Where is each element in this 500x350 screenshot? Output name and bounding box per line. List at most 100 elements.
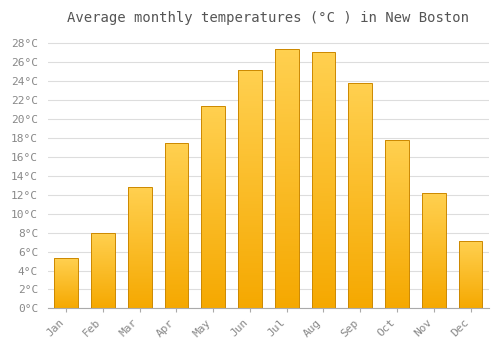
- Bar: [128, 202, 152, 203]
- Bar: [164, 292, 188, 294]
- Bar: [128, 189, 152, 191]
- Bar: [202, 300, 225, 302]
- Bar: [164, 219, 188, 221]
- Bar: [275, 96, 298, 99]
- Bar: [312, 168, 336, 170]
- Bar: [164, 214, 188, 216]
- Bar: [164, 234, 188, 236]
- Bar: [348, 297, 372, 300]
- Bar: [275, 93, 298, 96]
- Bar: [164, 271, 188, 272]
- Bar: [54, 268, 78, 269]
- Bar: [164, 180, 188, 181]
- Bar: [385, 194, 409, 195]
- Bar: [164, 289, 188, 290]
- Bar: [312, 209, 336, 211]
- Bar: [385, 265, 409, 266]
- Bar: [164, 254, 188, 256]
- Bar: [202, 284, 225, 286]
- Bar: [164, 274, 188, 275]
- Bar: [422, 262, 446, 263]
- Bar: [91, 257, 115, 258]
- Bar: [128, 220, 152, 221]
- Bar: [385, 280, 409, 281]
- Bar: [422, 281, 446, 282]
- Bar: [238, 99, 262, 101]
- Bar: [54, 284, 78, 285]
- Bar: [54, 270, 78, 271]
- Bar: [238, 273, 262, 275]
- Bar: [275, 174, 298, 176]
- Bar: [128, 268, 152, 270]
- Bar: [275, 184, 298, 187]
- Bar: [458, 289, 482, 290]
- Bar: [202, 266, 225, 268]
- Bar: [312, 147, 336, 149]
- Bar: [422, 234, 446, 236]
- Bar: [128, 199, 152, 200]
- Bar: [202, 294, 225, 296]
- Bar: [385, 232, 409, 234]
- Bar: [312, 88, 336, 91]
- Bar: [202, 161, 225, 163]
- Bar: [422, 277, 446, 278]
- Bar: [164, 300, 188, 302]
- Bar: [312, 85, 336, 88]
- Bar: [202, 135, 225, 136]
- Bar: [312, 275, 336, 278]
- Bar: [91, 294, 115, 295]
- Bar: [275, 264, 298, 267]
- Bar: [164, 246, 188, 247]
- Bar: [128, 204, 152, 205]
- Bar: [202, 159, 225, 161]
- Bar: [275, 187, 298, 189]
- Bar: [385, 241, 409, 243]
- Bar: [238, 166, 262, 168]
- Bar: [458, 300, 482, 301]
- Bar: [385, 153, 409, 155]
- Bar: [348, 189, 372, 191]
- Bar: [238, 194, 262, 196]
- Bar: [458, 270, 482, 271]
- Bar: [164, 272, 188, 274]
- Bar: [385, 217, 409, 219]
- Bar: [164, 191, 188, 193]
- Bar: [348, 202, 372, 204]
- Bar: [458, 291, 482, 292]
- Bar: [275, 127, 298, 130]
- Bar: [312, 126, 336, 129]
- Bar: [422, 233, 446, 235]
- Bar: [164, 241, 188, 243]
- Bar: [348, 229, 372, 232]
- Bar: [275, 145, 298, 148]
- Bar: [128, 277, 152, 278]
- Bar: [275, 138, 298, 140]
- Bar: [202, 106, 225, 108]
- Bar: [458, 290, 482, 291]
- Bar: [385, 212, 409, 214]
- Bar: [164, 168, 188, 170]
- Bar: [312, 298, 336, 301]
- Bar: [202, 183, 225, 185]
- Bar: [275, 62, 298, 65]
- Bar: [54, 279, 78, 280]
- Bar: [54, 263, 78, 264]
- Bar: [275, 68, 298, 70]
- Bar: [164, 211, 188, 213]
- Bar: [275, 275, 298, 278]
- Bar: [91, 269, 115, 270]
- Bar: [385, 300, 409, 302]
- Bar: [91, 274, 115, 275]
- Bar: [422, 241, 446, 243]
- Bar: [128, 225, 152, 226]
- Bar: [458, 278, 482, 279]
- Bar: [164, 195, 188, 196]
- Bar: [348, 101, 372, 103]
- Bar: [422, 219, 446, 220]
- Bar: [238, 149, 262, 151]
- Bar: [348, 218, 372, 220]
- Bar: [164, 256, 188, 257]
- Bar: [458, 259, 482, 260]
- Bar: [202, 290, 225, 292]
- Bar: [238, 242, 262, 244]
